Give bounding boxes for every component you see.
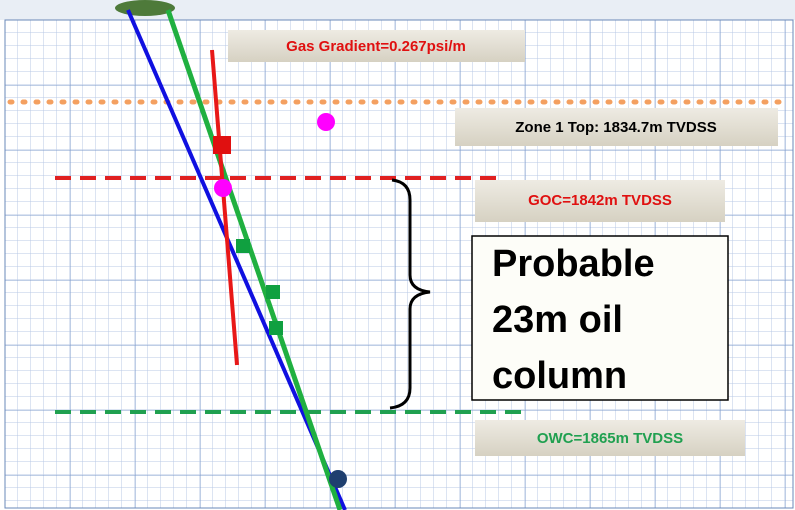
oil-column-label: column [492,355,627,397]
red-gradient-line [210,49,239,366]
oil-column-box [471,235,729,401]
goc-label: GOC=1842m TVDSS [528,192,672,209]
label-box [455,108,778,146]
oil-point [269,321,283,335]
label-box [475,180,725,222]
brace [389,178,431,410]
zone-top-label: Zone 1 Top: 1834.7m TVDSS [515,119,716,136]
oil-column-label: 23m oil [492,299,623,341]
owc-label: OWC=1865m TVDSS [537,430,683,447]
oil-column-label: Probable [492,243,655,285]
point [214,179,232,197]
green-gradient-line [165,9,343,510]
blob [115,0,175,16]
water-point [329,470,347,488]
gas-point [213,136,231,154]
oil-point [266,285,280,299]
point [317,113,335,131]
label-box [228,30,525,62]
frame-top [0,0,795,20]
gas-gradient-label: Gas Gradient=0.267psi/m [286,38,466,55]
oil-point [236,239,250,253]
label-box [475,420,745,456]
